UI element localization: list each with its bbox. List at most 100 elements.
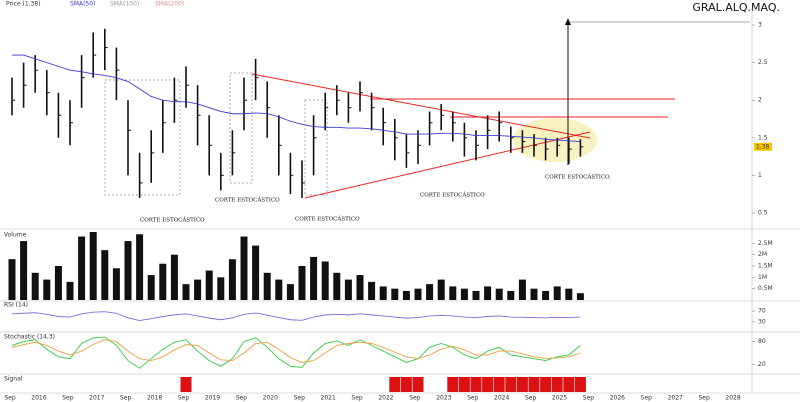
y-tick-label: 70 [758,308,766,315]
volume-bar [379,286,387,300]
signal-bar [493,377,505,392]
x-tick-label: 2016 [31,395,46,402]
volume-bar [460,288,468,300]
volume-bar [472,290,480,300]
volume-bar [54,266,62,300]
panel-title: RSI (14) [4,302,28,309]
x-tick-label: Sep [351,395,363,402]
annotation: CORTE ESTOCÁSTICO [420,192,485,199]
x-tick-label: 2024 [494,395,509,402]
annotation: CORTE ESTOCÁSTICO [295,216,360,223]
signal-bar [447,377,459,392]
x-tick-label: Sep [641,395,653,402]
volume-bar [333,272,341,300]
volume-bar [8,259,16,300]
x-tick-label: Sep [583,395,595,402]
volume-bar [449,286,457,300]
legend-entry: SMA(200) [155,1,184,8]
volume-bar [78,236,86,300]
x-tick-label: Sep [236,395,248,402]
x-tick-label: 2022 [378,395,393,402]
volume-bar [31,272,39,300]
volume-bar [298,266,306,300]
volume-bar [263,272,271,300]
y-tick-label: 0.5 [758,209,768,216]
chart-title: GRAL.ALQ.MAQ. [692,1,780,14]
rsi-line [11,311,581,322]
x-tick-label: Sep [178,395,190,402]
y-tick-label: 2.5 [758,59,768,66]
volume-bar [159,263,167,300]
y-tick-label: 20 [758,361,766,368]
signal-bar [516,377,528,392]
signal-bar [412,377,424,392]
volume-bar [275,279,283,300]
range-box [304,99,328,196]
x-tick-label: Sep [4,395,16,402]
y-tick-label: 0.5M [758,285,773,292]
volume-bar [310,256,318,300]
volume-bar [182,284,190,300]
signal-bar [563,377,575,392]
volume-bar [495,288,503,300]
volume-bar [252,245,260,300]
legend-entry: Price (1.38) [6,1,41,8]
panel-title: Signal [4,376,23,383]
x-tick-label: Sep [698,395,710,402]
volume-bar [507,290,515,300]
x-tick-label: 2023 [436,395,451,402]
volume-bar [530,288,538,300]
signal-bar [505,377,517,392]
x-tick-label: Sep [294,395,306,402]
trendline [251,73,591,139]
signal-bar [574,377,586,392]
volume-bar [205,270,213,300]
volume-bar [484,286,492,300]
x-tick-label: 2026 [610,395,625,402]
y-tick-label: 80 [758,338,766,345]
volume-bar [124,241,132,300]
signal-bar [400,377,412,392]
volume-bar [136,234,144,300]
volume-bar [391,288,399,300]
x-tick-label: Sep [409,395,421,402]
y-tick-label: 2 [758,97,762,104]
volume-bar [43,279,51,300]
volume-bar [147,275,155,300]
signal-bar [180,377,192,392]
signal-bar [528,377,540,392]
volume-bar [553,286,561,300]
arrow-head [565,18,571,25]
x-tick-label: Sep [62,395,74,402]
volume-bar [356,275,364,300]
volume-bar [414,288,422,300]
x-tick-label: Sep [525,395,537,402]
x-tick-label: 2028 [725,395,740,402]
volume-bar [66,281,74,300]
volume-bar [194,279,202,300]
last-price-box [754,142,772,151]
volume-bar [576,293,584,300]
y-tick-label: 1M [758,274,767,281]
volume-bar [217,277,225,300]
y-tick-label: 1 [758,172,762,179]
volume-bar [20,241,28,300]
panel-title: Stochastic (14,3) [4,334,55,341]
volume-bar [112,268,120,300]
volume-bar [426,284,434,300]
signal-bar [470,377,482,392]
trendline [304,131,591,199]
signal-bar [482,377,494,392]
x-tick-label: 2027 [668,395,683,402]
x-tick-label: Sep [467,395,479,402]
y-tick-label: 1.5M [758,263,773,270]
annotation: CORTE ESTOCÁSTICO [140,217,205,224]
y-tick-label: 3 [758,22,762,29]
volume-bar [101,250,109,300]
range-box [229,72,253,184]
legend-entry: SMA(100) [110,1,139,8]
y-tick-label: 1.5 [758,134,768,141]
signal-bar [540,377,552,392]
